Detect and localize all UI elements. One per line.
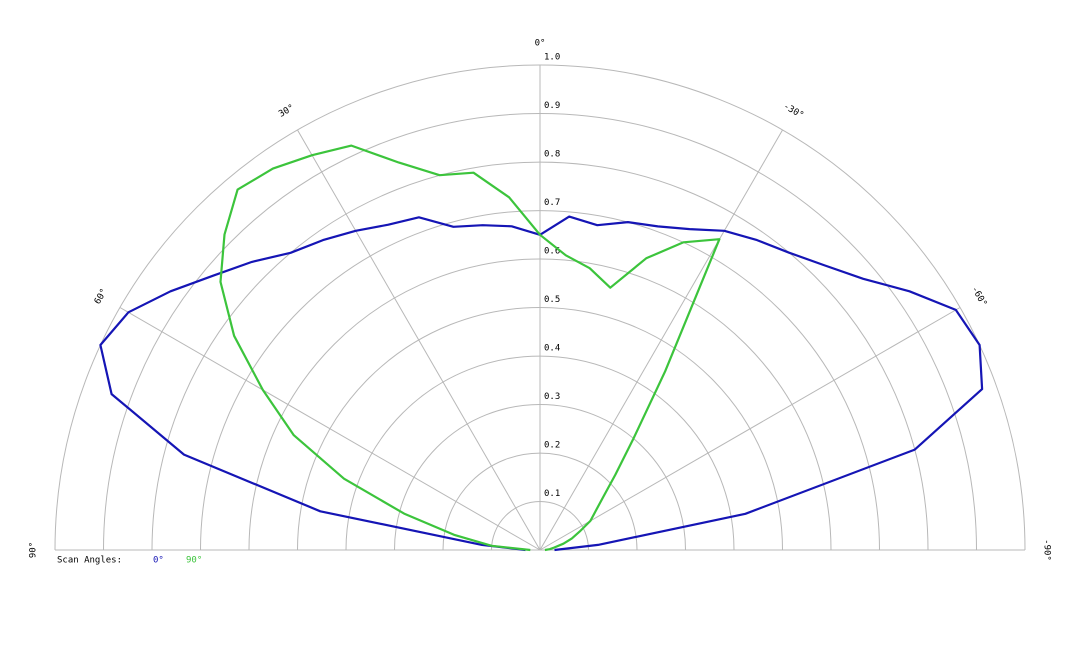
theta-tick-label: -60° [969,285,989,309]
theta-tick-label: 0° [535,39,546,49]
theta-tick-label: 60° [93,287,110,306]
r-tick-label: 0.7 [544,198,560,208]
r-tick-label: 0.5 [544,295,560,305]
series-line [219,144,721,552]
theta-tick-label: -90° [1042,539,1052,561]
series-line [99,215,984,552]
r-tick-label: 0.1 [544,489,560,499]
r-tick-label: 1.0 [544,53,560,63]
theta-tick-label: -30° [781,102,805,122]
theta-tick-label: 30° [277,103,296,120]
r-tick-label: 0.4 [544,344,560,354]
theta-tick-label: 90° [29,542,39,558]
r-tick-label: 0.2 [544,441,560,451]
r-tick-label: 0.9 [544,101,560,111]
r-tick-label: 0.3 [544,392,560,402]
grid-spoke [539,307,961,551]
r-tick-label: 0.6 [544,247,560,257]
grid-spoke [119,307,541,551]
grid-spoke [539,129,783,551]
legend-entry: 0° [153,556,164,566]
legend-title: Scan Angles: [57,556,122,566]
grid-spoke [297,129,541,551]
legend-entry: 90° [186,556,202,566]
r-tick-label: 0.8 [544,150,560,160]
